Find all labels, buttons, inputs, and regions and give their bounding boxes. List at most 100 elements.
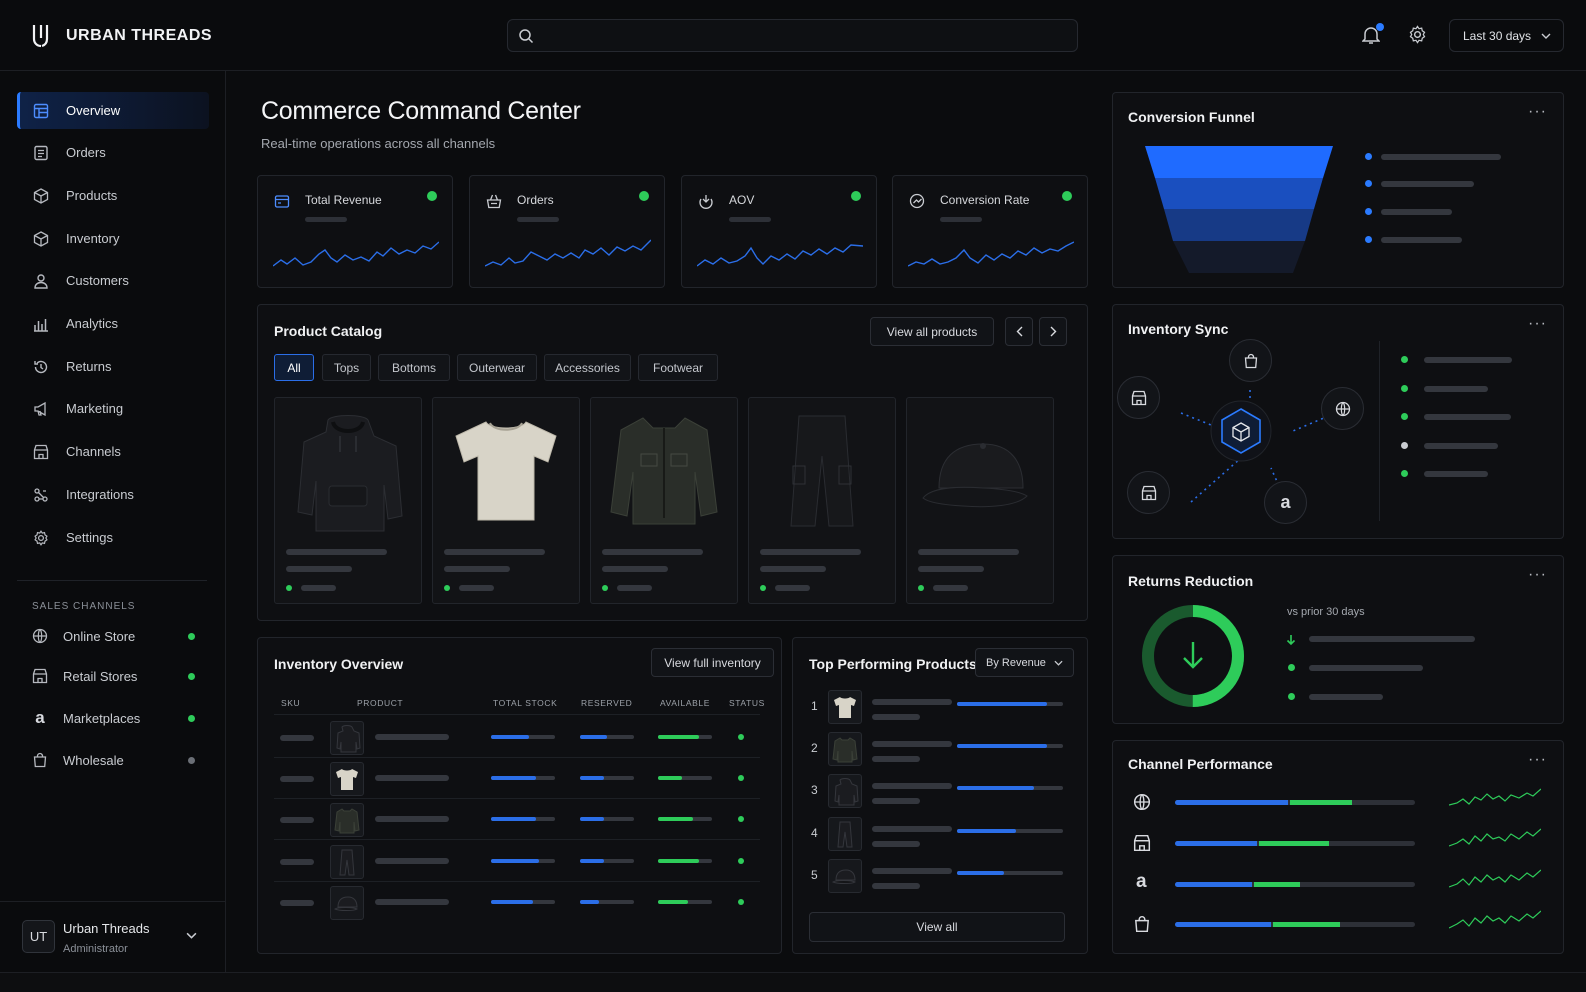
kpi-value-placeholder	[940, 217, 982, 222]
sidebar-item-settings[interactable]: Settings	[17, 519, 209, 556]
product-meta-placeholder	[872, 883, 920, 889]
channel-label: Marketplaces	[63, 710, 141, 726]
list-item[interactable]: 4	[793, 816, 1089, 854]
sidebar-item-inventory[interactable]: Inventory	[17, 220, 209, 257]
total-stock-bar	[491, 900, 555, 904]
channel-online-store[interactable]: Online Store	[32, 628, 202, 644]
sidebar-item-overview[interactable]: Overview	[17, 92, 209, 129]
more-options-icon[interactable]: ···	[1528, 103, 1547, 120]
sync-status-placeholder	[1424, 357, 1512, 363]
sync-node-marketplace[interactable]: a	[1264, 481, 1307, 524]
sidebar-item-channels[interactable]: Channels	[17, 433, 209, 470]
bar-segment-blue	[1175, 800, 1288, 805]
sync-node-web[interactable]	[1321, 387, 1364, 430]
available-bar	[658, 817, 712, 821]
tab-tops[interactable]: Tops	[322, 354, 371, 381]
sync-node-bag[interactable]	[1229, 339, 1272, 382]
table-row[interactable]	[258, 718, 783, 758]
sidebar-item-label: Inventory	[66, 231, 120, 246]
sidebar-item-customers[interactable]: Customers	[17, 262, 209, 299]
product-card-cap[interactable]	[906, 397, 1054, 604]
kpi-label: Conversion Rate	[940, 193, 1030, 207]
more-options-icon[interactable]: ···	[1528, 315, 1547, 332]
view-all-button[interactable]: View all	[809, 912, 1065, 942]
product-name-placeholder	[375, 899, 449, 905]
tab-accessories[interactable]: Accessories	[544, 354, 631, 381]
sku-placeholder	[280, 859, 314, 865]
bar-segment-green	[1254, 882, 1300, 887]
product-meta-placeholder	[760, 566, 826, 572]
legend-placeholder	[1381, 209, 1452, 215]
sidebar-item-label: Returns	[66, 359, 112, 374]
bar-segment-blue	[1175, 882, 1252, 887]
gear-icon[interactable]	[1408, 25, 1427, 44]
kpi-card-orders[interactable]: Orders	[469, 175, 665, 288]
rank-number: 2	[811, 741, 818, 755]
tab-bottoms[interactable]: Bottoms	[378, 354, 450, 381]
sync-node-retail[interactable]	[1127, 471, 1170, 514]
sidebar-item-orders[interactable]: Orders	[17, 134, 209, 171]
reserved-bar	[580, 735, 634, 739]
product-thumbnail	[828, 732, 862, 766]
product-card-tshirt[interactable]	[432, 397, 580, 604]
sync-status-placeholder	[1424, 386, 1488, 392]
product-name-placeholder	[872, 868, 952, 874]
chevron-left-icon	[1016, 326, 1022, 337]
list-item[interactable]: 3	[793, 773, 1089, 811]
status-dot	[1288, 664, 1295, 671]
kpi-card-conversion[interactable]: Conversion Rate	[892, 175, 1088, 288]
bag-icon	[33, 752, 47, 768]
list-item[interactable]: 2	[793, 731, 1089, 769]
chevron-down-icon[interactable]	[186, 932, 197, 939]
view-full-inventory-button[interactable]: View full inventory	[651, 648, 774, 677]
product-meta-placeholder	[286, 566, 352, 572]
sync-node-store[interactable]	[1117, 376, 1160, 419]
channel-marketplaces[interactable]: a Marketplaces	[32, 709, 202, 726]
legend-dot	[1365, 208, 1372, 215]
list-item[interactable]: 1	[793, 689, 1089, 727]
view-all-products-button[interactable]: View all products	[870, 317, 994, 346]
history-icon	[34, 360, 48, 373]
table-row[interactable]	[258, 800, 783, 840]
table-row[interactable]	[258, 842, 783, 882]
returns-ring-chart	[1142, 605, 1244, 707]
prev-button[interactable]	[1005, 317, 1033, 346]
channel-retail-stores[interactable]: Retail Stores	[32, 668, 202, 684]
kpi-card-revenue[interactable]: Total Revenue	[257, 175, 453, 288]
date-range-select[interactable]: Last 30 days	[1449, 19, 1564, 52]
chart-icon	[34, 318, 48, 332]
kpi-label: AOV	[729, 193, 755, 207]
product-name-placeholder	[286, 549, 387, 555]
sidebar-item-returns[interactable]: Returns	[17, 348, 209, 385]
tab-all[interactable]: All	[274, 354, 314, 381]
sort-select[interactable]: By Revenue	[975, 648, 1074, 677]
arrow-down-icon	[1286, 635, 1296, 646]
sidebar-item-products[interactable]: Products	[17, 177, 209, 214]
search-input[interactable]	[507, 19, 1078, 52]
user-profile[interactable]: UT Urban Threads Administrator	[0, 901, 226, 972]
hoodie-image	[297, 415, 403, 532]
sales-channels-heading: SALES CHANNELS	[32, 601, 136, 612]
tab-outerwear[interactable]: Outerwear	[457, 354, 537, 381]
product-card-hoodie[interactable]	[274, 397, 422, 604]
list-item[interactable]: 5	[793, 858, 1089, 896]
table-row[interactable]	[258, 883, 783, 923]
channel-wholesale[interactable]: Wholesale	[32, 752, 202, 768]
column-header-status: STATUS	[729, 698, 765, 708]
tab-footwear[interactable]: Footwear	[638, 354, 718, 381]
next-button[interactable]	[1039, 317, 1067, 346]
kpi-card-aov[interactable]: AOV	[681, 175, 877, 288]
store-icon	[1133, 834, 1151, 852]
product-card-jacket[interactable]	[590, 397, 738, 604]
sidebar-item-integrations[interactable]: Integrations	[17, 476, 209, 513]
product-card-cargo-pants[interactable]	[748, 397, 896, 604]
more-options-icon[interactable]: ···	[1528, 751, 1547, 768]
bell-icon[interactable]	[1362, 25, 1380, 45]
sidebar-item-marketing[interactable]: Marketing	[17, 390, 209, 427]
product-price-placeholder	[301, 585, 336, 591]
more-options-icon[interactable]: ···	[1528, 566, 1547, 583]
sidebar-item-analytics[interactable]: Analytics	[17, 305, 209, 342]
brand-logo[interactable]: URBAN THREADS	[32, 24, 212, 48]
table-row[interactable]	[258, 759, 783, 799]
bar-segment-green	[1273, 922, 1340, 927]
